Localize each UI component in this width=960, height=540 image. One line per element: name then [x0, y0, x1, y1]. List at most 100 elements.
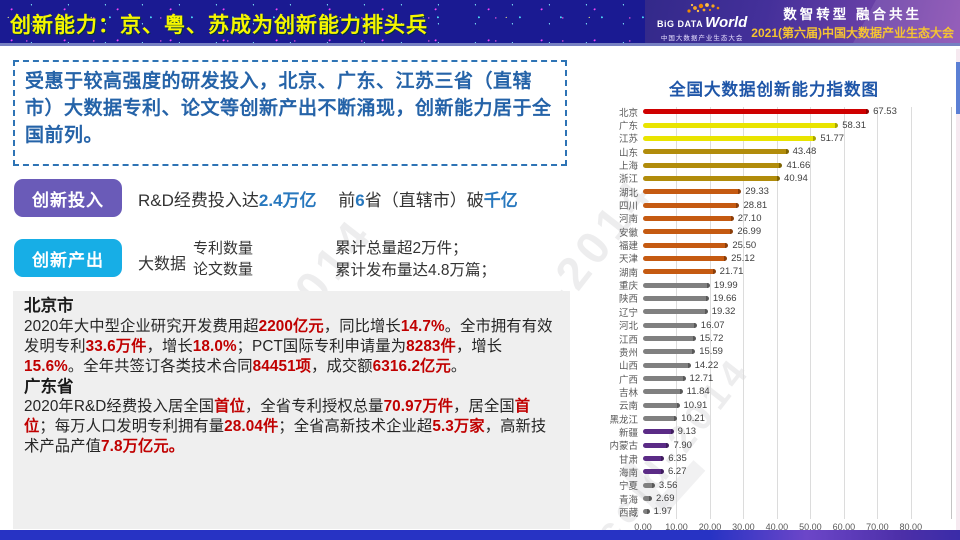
bar-category-label: 上海 — [618, 161, 638, 173]
x-axis-tick: 50.00 — [799, 522, 822, 532]
bar-value-label: 28.81 — [743, 199, 768, 211]
chart-row: 浙江 40.94 — [597, 172, 951, 186]
bar-value-label: 43.48 — [792, 146, 817, 158]
bar-value-label: 15.59 — [699, 346, 723, 358]
intro-text: 受惠于较高强度的研发投入，北京、广东、江苏三省（直辖市）大数据专利、论文等创新产… — [25, 71, 552, 146]
highlight-red: 28.04件 — [224, 418, 279, 436]
x-axis-tick: 80.00 — [899, 522, 923, 532]
x-axis-tick: 40.00 — [765, 522, 789, 532]
chart-row: 福建 25.50 — [597, 238, 951, 253]
guangdong-heading: 广东省 — [24, 377, 74, 396]
page-title: 创新能力：京、粤、苏成为创新能力排头兵 — [10, 14, 428, 37]
highlight-red: 6316.2亿元 — [372, 357, 451, 375]
bar-value-label: 10.21 — [681, 413, 705, 425]
bar-value-label: 25.50 — [732, 239, 757, 251]
slogan-block: 数智转型 融合共生 2021(第六届)中国大数据产业生态大会 — [751, 3, 960, 41]
bar-category-label: 陕西 — [618, 294, 638, 306]
chart-row: 甘肃 6.35 — [597, 452, 951, 466]
chart-row: 湖北 29.33 — [597, 185, 951, 199]
header-bar: 创新能力：京、粤、苏成为创新能力排头兵 BiG DATA World 中国大数据… — [0, 0, 960, 46]
bar-value-label: 19.32 — [711, 306, 736, 318]
bar-category-label: 西藏 — [618, 507, 638, 519]
bar-value-label: 51.77 — [820, 132, 845, 144]
bar-value-label: 3.56 — [658, 479, 678, 491]
bar — [643, 416, 678, 422]
chart-row: 宁夏 3.56 — [597, 479, 951, 493]
bar — [643, 402, 680, 408]
bar-value-label: 6.27 — [667, 466, 687, 478]
bar — [643, 282, 710, 288]
bar-category-label: 贵州 — [618, 347, 638, 359]
scrollbar-thumb[interactable] — [956, 62, 960, 114]
bar-value-label: 6.35 — [668, 453, 687, 465]
bottom-accent-bar — [0, 530, 960, 540]
bar — [643, 309, 708, 315]
bar — [643, 215, 734, 221]
gridline — [810, 107, 812, 519]
logo-world-text: World — [705, 13, 748, 31]
chart-row: 陕西 19.66 — [597, 292, 951, 306]
bar-value-label: 21.71 — [719, 266, 744, 278]
bar-category-label: 河北 — [618, 321, 638, 333]
bar — [643, 242, 729, 248]
paper-count-label: 论文数量 — [193, 260, 254, 278]
chart-row: 四川 28.81 — [597, 198, 951, 213]
bar-value-label: 29.33 — [745, 186, 769, 198]
output-metrics: 专利数量 论文数量 — [193, 239, 253, 280]
bar-category-label: 湖北 — [618, 187, 638, 199]
bar-value-label: 27.10 — [737, 212, 762, 224]
bar — [643, 229, 734, 235]
bar-category-label: 福建 — [618, 241, 638, 253]
bar — [643, 336, 696, 342]
chart-row: 广东 58.31 — [597, 118, 951, 133]
bar-value-label: 1.97 — [653, 506, 673, 518]
bar-category-label: 云南 — [618, 401, 638, 413]
logo-subtitle: 中国大数据产业生态大会 — [660, 34, 744, 42]
bar-category-label: 江西 — [618, 334, 638, 346]
bar-category-label: 浙江 — [618, 174, 638, 186]
bar — [643, 202, 740, 208]
bar-category-label: 重庆 — [618, 281, 638, 293]
highlight-red: 2200亿元 — [258, 317, 324, 335]
bar-category-label: 内蒙古 — [609, 441, 638, 453]
bar — [643, 469, 664, 475]
bar-category-label: 宁夏 — [618, 481, 638, 493]
bar-category-label: 北京 — [618, 107, 638, 119]
bar-category-label: 广西 — [618, 374, 638, 386]
bar — [643, 509, 650, 515]
bar — [643, 482, 655, 488]
chart-row: 云南 10.91 — [597, 399, 951, 413]
bar — [643, 322, 697, 328]
bar — [643, 149, 789, 155]
highlight-red: 18.0% — [192, 337, 237, 355]
x-axis-tick: 30.00 — [732, 522, 755, 532]
bar — [643, 189, 742, 195]
highlight-red: 7.8万亿元。 — [101, 438, 185, 456]
scrollbar-track[interactable] — [956, 49, 960, 530]
chart-rows: 北京 67.53 广东 58.31 江苏 51.77 山东 43.48 上海 41.66 浙江 40.… — [597, 105, 951, 519]
bar-value-label: 67.53 — [873, 106, 897, 118]
chart-title: 全国大数据创新能力指数图 — [669, 81, 879, 99]
bar-value-label: 11.84 — [686, 386, 710, 398]
bar-value-label: 25.12 — [731, 252, 755, 264]
innovation-output-badge: 创新产出 — [14, 239, 122, 277]
chart-row: 贵州 15.59 — [597, 345, 951, 359]
bar — [643, 295, 709, 301]
patent-total-text: 累计总量超2万件； — [335, 240, 468, 257]
brand-bar: BiG DATA World 中国大数据产业生态大会 数智转型 融合共生 202… — [645, 0, 960, 43]
bar-category-label: 新疆 — [618, 427, 638, 439]
bar-category-label: 甘肃 — [618, 454, 638, 466]
chart-row: 山东 43.48 — [597, 145, 951, 159]
x-axis-tick: 0.00 — [634, 522, 652, 532]
bar — [643, 255, 728, 261]
bar — [643, 349, 696, 355]
highlight-red: 8283件 — [406, 337, 456, 355]
chart-row: 上海 41.66 — [597, 158, 951, 173]
bar — [643, 376, 686, 382]
bar-value-label: 7.90 — [673, 439, 692, 451]
chart-row: 吉林 11.84 — [597, 385, 951, 399]
gridline — [877, 107, 879, 519]
bar — [643, 429, 674, 435]
bar-value-label: 9.13 — [677, 426, 697, 438]
bar-category-label: 山西 — [618, 361, 638, 373]
